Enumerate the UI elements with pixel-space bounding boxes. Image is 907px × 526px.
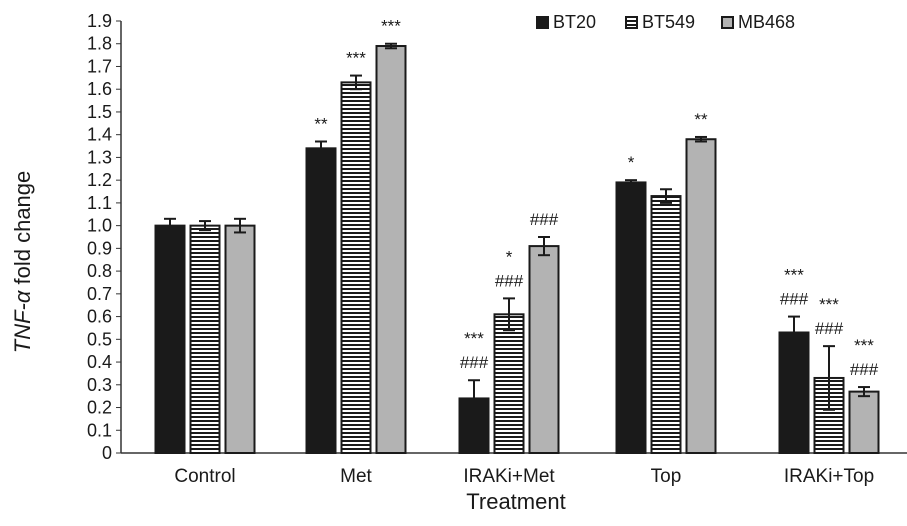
bar xyxy=(375,45,407,454)
significance-marker: ### xyxy=(850,360,879,379)
legend-label: BT20 xyxy=(553,12,596,32)
significance-marker: *** xyxy=(854,336,874,355)
significance-marker: ** xyxy=(314,115,328,134)
significance-marker: *** xyxy=(381,17,401,36)
significance-marker: *** xyxy=(819,295,839,314)
y-tick-label: 0 xyxy=(102,443,112,463)
y-tick-label: 1.0 xyxy=(87,216,112,236)
y-tick-label: 0.4 xyxy=(87,352,112,372)
significance-marker: *** xyxy=(346,49,366,68)
x-tick-label: IRAKi+Met xyxy=(463,466,555,487)
y-tick-label: 0.8 xyxy=(87,261,112,281)
significance-marker: ### xyxy=(530,210,559,229)
legend-swatch xyxy=(536,16,549,29)
x-tick-label: Control xyxy=(174,466,235,487)
bar xyxy=(528,245,560,454)
bar xyxy=(305,147,337,454)
significance-marker: ** xyxy=(694,110,708,129)
y-tick-label: 1.1 xyxy=(87,193,112,213)
y-tick-label: 1.5 xyxy=(87,102,112,122)
legend-label: MB468 xyxy=(738,12,795,32)
significance-marker: ### xyxy=(495,271,524,290)
y-tick-label: 0.3 xyxy=(87,375,112,395)
y-tick-label: 0.2 xyxy=(87,398,112,418)
bar xyxy=(224,224,256,454)
legend-label: BT549 xyxy=(642,12,695,32)
bar xyxy=(685,138,717,455)
significance-marker: ### xyxy=(460,353,489,372)
y-tick-label: 0.6 xyxy=(87,307,112,327)
significance-marker: * xyxy=(506,247,513,266)
x-axis-title: Treatment xyxy=(466,489,565,514)
bar xyxy=(615,181,647,454)
bar xyxy=(650,195,682,455)
y-tick-label: 0.1 xyxy=(87,420,112,440)
x-tick-label: IRAKi+Top xyxy=(784,466,874,487)
bar xyxy=(778,331,810,455)
y-tick-label: 0.5 xyxy=(87,329,112,349)
y-tick-label: 1.9 xyxy=(87,11,112,31)
bar xyxy=(154,224,186,454)
bar xyxy=(848,390,880,455)
y-tick-label: 0.7 xyxy=(87,284,112,304)
bar xyxy=(340,81,372,455)
legend-swatch xyxy=(625,16,638,29)
bar xyxy=(189,224,221,454)
y-tick-label: 1.6 xyxy=(87,79,112,99)
significance-marker: *** xyxy=(464,329,484,348)
y-tick-label: 1.7 xyxy=(87,56,112,76)
y-tick-label: 1.8 xyxy=(87,34,112,54)
legend-swatch xyxy=(721,16,734,29)
y-tick-label: 0.9 xyxy=(87,238,112,258)
y-tick-label: 1.3 xyxy=(87,147,112,167)
y-axis-title: TNF-α fold change xyxy=(10,171,35,354)
bar xyxy=(493,313,525,454)
significance-marker: *** xyxy=(784,266,804,285)
x-tick-label: Top xyxy=(651,466,682,487)
y-tick-label: 1.4 xyxy=(87,125,112,145)
significance-marker: ### xyxy=(815,319,844,338)
significance-marker: ### xyxy=(780,290,809,309)
y-tick-label: 1.2 xyxy=(87,170,112,190)
significance-marker: * xyxy=(628,153,635,172)
x-tick-label: Met xyxy=(340,466,372,487)
